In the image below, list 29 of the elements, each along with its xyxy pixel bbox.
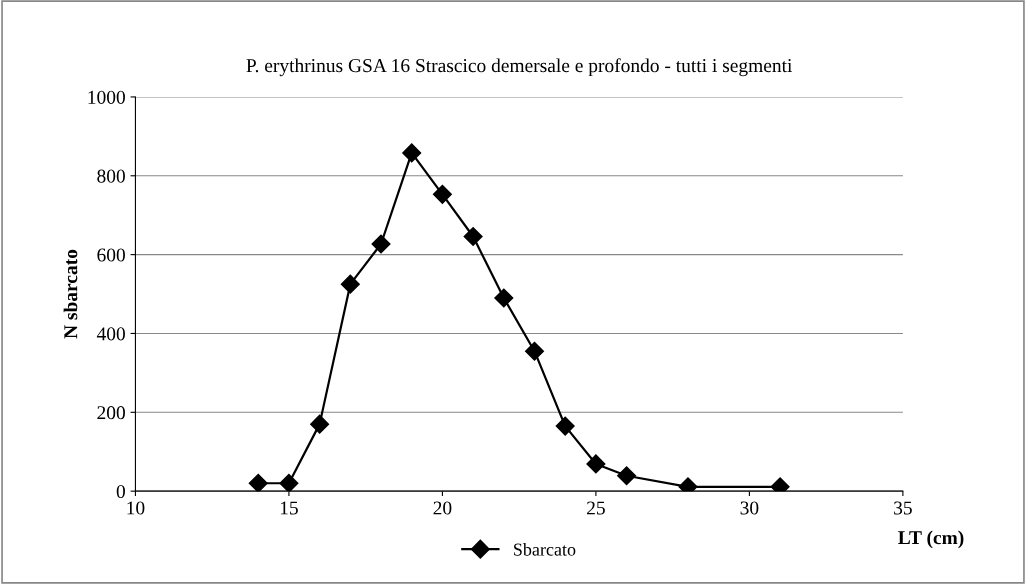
point — [586, 454, 606, 474]
point — [279, 473, 299, 492]
chart-title: P. erythrinus GSA 16 Strascico demersale e profondo - tutti i segmenti — [246, 58, 793, 77]
y-tick-label: 200 — [97, 406, 125, 420]
point — [402, 143, 422, 163]
point — [432, 184, 452, 204]
y-tick-label: 400 — [96, 327, 125, 341]
y-axis-title: N sbarcato — [63, 249, 78, 339]
y-tick-label: 600 — [97, 248, 125, 262]
point — [463, 226, 483, 247]
legend-label: Sbarcato — [514, 542, 576, 556]
x-tick-label: 20 — [433, 501, 452, 515]
x-tick-label: 25 — [587, 501, 605, 515]
x-axis-title: LT (cm) — [898, 530, 964, 549]
point — [340, 274, 360, 294]
y-tick-label: 0 — [116, 484, 125, 499]
y-tick-label: 1000 — [88, 90, 125, 104]
point — [617, 466, 637, 486]
point — [248, 473, 268, 492]
x-tick-label: 10 — [127, 501, 145, 515]
point — [371, 234, 391, 254]
point — [524, 341, 545, 361]
x-tick-label: 15 — [280, 501, 298, 515]
x-tick-label: 35 — [894, 501, 912, 515]
point — [310, 414, 330, 434]
point — [555, 416, 575, 436]
x-tick-label: 30 — [740, 501, 759, 515]
y-tick-label: 800 — [97, 169, 125, 183]
point — [494, 288, 514, 308]
